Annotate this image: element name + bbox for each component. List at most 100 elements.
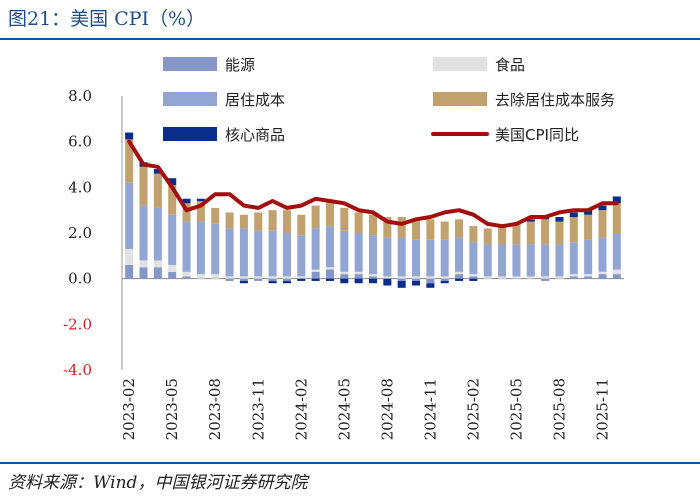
bar-segment bbox=[196, 198, 205, 202]
bar-segment bbox=[354, 278, 363, 284]
bar-segment bbox=[139, 260, 148, 268]
bar-segment bbox=[168, 178, 177, 186]
bar-segment bbox=[325, 201, 334, 227]
bar-segment bbox=[354, 274, 363, 279]
bar-segment bbox=[168, 271, 177, 279]
bar-segment bbox=[498, 276, 507, 279]
bar-segment bbox=[282, 280, 291, 284]
bar-segment bbox=[239, 214, 248, 229]
bar-segment bbox=[412, 280, 421, 286]
bar-segment bbox=[182, 203, 191, 222]
bar-segment bbox=[297, 235, 306, 277]
y-tick-label: 2.0 bbox=[68, 224, 92, 242]
bar-segment bbox=[555, 217, 564, 222]
bar-segment bbox=[469, 276, 478, 279]
bar-segment bbox=[598, 274, 607, 279]
bar-segment bbox=[440, 276, 449, 279]
legend-swatch bbox=[163, 127, 217, 141]
bar-segment bbox=[125, 264, 134, 279]
bar-segment bbox=[311, 205, 320, 229]
bar-segment bbox=[239, 276, 248, 279]
cpi-yoy-line bbox=[127, 139, 619, 229]
x-tick-label: 2024-11 bbox=[421, 378, 439, 440]
bar-segment bbox=[569, 217, 578, 243]
bar-segment bbox=[168, 185, 177, 215]
bar-segment bbox=[254, 278, 263, 281]
bar-segment bbox=[125, 248, 134, 265]
figure-title: 图21：美国 CPI（%） bbox=[8, 8, 206, 30]
bar-segment bbox=[297, 276, 306, 279]
bar-segment bbox=[569, 242, 578, 275]
bar-segment bbox=[153, 260, 162, 268]
x-tick-label: 2025-11 bbox=[593, 378, 611, 440]
source-rule bbox=[0, 462, 700, 464]
bar-segment bbox=[254, 276, 263, 279]
bar-segment bbox=[397, 278, 406, 281]
bar-segment bbox=[455, 271, 464, 275]
bar-segment bbox=[168, 264, 177, 272]
bar-segment bbox=[340, 278, 349, 284]
bar-segment bbox=[483, 276, 492, 279]
bar-segment bbox=[512, 244, 521, 277]
bar-segment bbox=[541, 219, 550, 245]
bar-segment bbox=[340, 271, 349, 275]
bar-segment bbox=[612, 196, 621, 204]
bar-segment bbox=[397, 276, 406, 279]
bar-segment bbox=[383, 217, 392, 238]
bar-segment bbox=[254, 212, 263, 231]
bar-segment bbox=[182, 271, 191, 277]
bar-segment bbox=[282, 210, 291, 233]
bar-segment bbox=[612, 274, 621, 279]
bar-segment bbox=[268, 280, 277, 284]
bar-segment bbox=[311, 271, 320, 279]
bar-segment bbox=[526, 219, 535, 222]
bar-segment bbox=[368, 235, 378, 275]
bar-segment bbox=[325, 267, 334, 270]
bar-segment bbox=[469, 242, 478, 275]
legend-swatch bbox=[163, 92, 217, 106]
bar-segment bbox=[139, 205, 148, 261]
bar-segment bbox=[598, 205, 607, 211]
y-tick-label: 6.0 bbox=[68, 133, 92, 151]
bar-segment bbox=[598, 271, 607, 275]
bar-segment bbox=[311, 269, 320, 272]
legend-label: 能源 bbox=[225, 56, 255, 74]
bar-segment bbox=[211, 207, 220, 224]
bar-segment bbox=[225, 212, 234, 229]
bar-segment bbox=[584, 274, 593, 277]
bar-segment bbox=[440, 239, 449, 277]
bar-segment bbox=[182, 198, 191, 204]
bar-segment bbox=[526, 276, 535, 279]
bar-segment bbox=[196, 221, 205, 275]
bar-segment bbox=[340, 230, 349, 272]
bar-segment bbox=[526, 244, 535, 277]
bar-segment bbox=[397, 217, 406, 238]
bar-segment bbox=[125, 132, 134, 140]
bar-segment bbox=[412, 278, 421, 281]
bar-segment bbox=[541, 276, 550, 279]
bar-segment bbox=[455, 278, 464, 281]
bar-segment bbox=[325, 226, 334, 268]
bar-segment bbox=[268, 278, 277, 281]
legend-label: 美国CPI同比 bbox=[495, 126, 579, 144]
bar-segment bbox=[182, 276, 191, 279]
bar-segment bbox=[598, 210, 607, 238]
bar-segment bbox=[584, 276, 593, 279]
bar-segment bbox=[239, 228, 248, 277]
bar-segment bbox=[239, 280, 248, 284]
x-tick-label: 2024-05 bbox=[335, 378, 353, 440]
bar-segment bbox=[311, 228, 320, 270]
bar-segment bbox=[440, 221, 449, 240]
bar-segment bbox=[239, 278, 248, 281]
bar-segment bbox=[483, 228, 492, 245]
bar-segment bbox=[139, 166, 148, 206]
bar-segment bbox=[612, 203, 621, 233]
bar-segment bbox=[153, 169, 162, 174]
legend-swatch bbox=[433, 57, 487, 71]
bar-segment bbox=[368, 276, 378, 279]
legend-label: 食品 bbox=[495, 56, 525, 74]
bar-segment bbox=[412, 276, 421, 279]
legend-label: 居住成本 bbox=[225, 91, 285, 109]
x-tick-label: 2023-02 bbox=[120, 378, 138, 440]
